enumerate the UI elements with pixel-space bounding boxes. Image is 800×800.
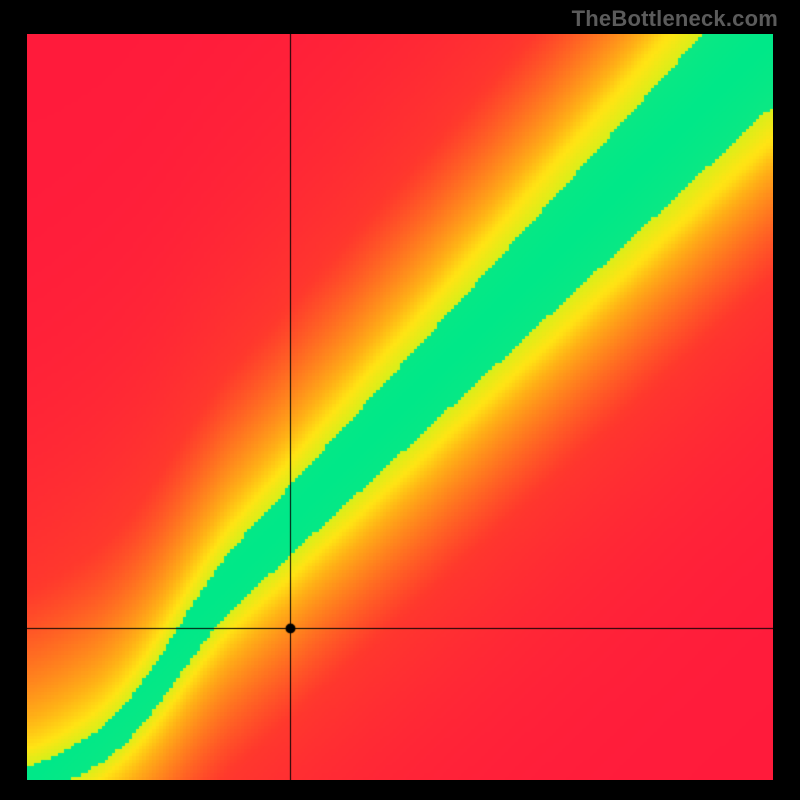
chart-container: TheBottleneck.com	[0, 0, 800, 800]
bottleneck-heatmap	[27, 34, 773, 780]
attribution-text: TheBottleneck.com	[572, 6, 778, 32]
